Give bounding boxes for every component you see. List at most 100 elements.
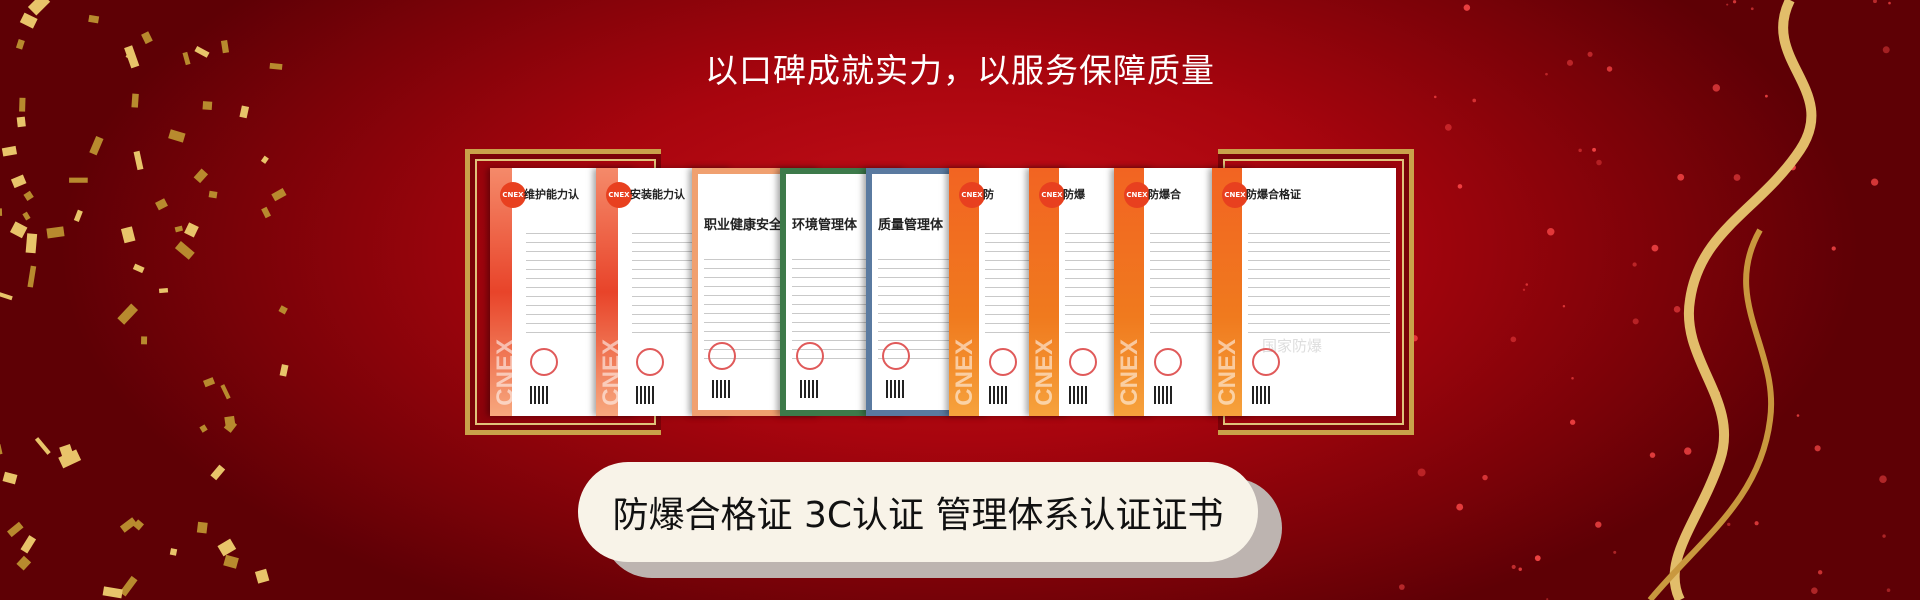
glow-particle [1649, 452, 1656, 458]
confetti-piece [194, 45, 210, 58]
confetti-piece [0, 208, 3, 217]
glow-particle [1592, 147, 1597, 152]
confetti-piece [2, 471, 18, 485]
confetti-piece [0, 292, 13, 301]
certificate-side-band [490, 168, 512, 416]
glow-particle [1482, 474, 1488, 481]
glow-particle [1595, 521, 1602, 528]
caption-pill: 防爆合格证 3C认证 管理体系认证证书 [578, 462, 1258, 562]
certificate-side-band [949, 168, 979, 416]
confetti-piece [133, 150, 144, 171]
confetti-piece [202, 101, 213, 110]
certificate-side-text: CNEX [951, 339, 978, 406]
confetti-piece [239, 105, 250, 119]
confetti-piece [208, 190, 218, 199]
confetti-piece [27, 265, 37, 288]
cnex-logo-icon: CNEX [606, 182, 632, 208]
certificate-title: 职业健康安全管 [704, 218, 796, 233]
confetti-piece [210, 464, 226, 481]
glow-particle [1873, 0, 1877, 4]
certificate-body-text [1248, 228, 1390, 338]
glow-particle [1578, 148, 1582, 153]
certificate-title: 防爆合格证 [1246, 188, 1301, 201]
qr-code-icon [1069, 386, 1087, 404]
confetti-piece [184, 222, 199, 238]
gold-ribbon [1647, 228, 1775, 600]
confetti-piece [220, 40, 230, 54]
confetti-piece [141, 336, 148, 345]
glow-particle [1433, 95, 1437, 99]
qr-code-icon [636, 386, 654, 404]
certificate-title: 防爆合 [1148, 188, 1181, 201]
glow-particle [1870, 178, 1879, 186]
glow-particle [1814, 445, 1821, 452]
glow-particle [1566, 59, 1574, 66]
certificate-side-text: CNEX [1031, 339, 1058, 406]
seal-icon [796, 342, 824, 370]
confetti-piece [132, 519, 145, 531]
glow-particle [1882, 46, 1890, 54]
glow-particle [1518, 567, 1522, 571]
glow-particle [1632, 318, 1639, 325]
glow-particle [1463, 4, 1471, 11]
seal-icon [882, 342, 910, 370]
glow-particle [1651, 244, 1659, 252]
glow-particle [1444, 123, 1452, 131]
glow-particle [1732, 0, 1737, 4]
certificate-watermark: 国家防爆 [1262, 337, 1323, 355]
glow-particle [1765, 94, 1768, 98]
glow-particle [1831, 246, 1836, 251]
seal-icon [530, 348, 558, 376]
qr-code-icon [800, 380, 818, 398]
cnex-logo-icon: CNEX [1039, 182, 1065, 208]
confetti-piece [117, 303, 139, 325]
qr-code-icon [712, 380, 730, 398]
certificate-side-band [596, 168, 618, 416]
confetti-piece [69, 177, 88, 183]
glow-particle [1882, 534, 1886, 538]
certificate-title: 安装能力认 [630, 188, 685, 201]
certificate-side-band [1114, 168, 1144, 416]
confetti-piece [25, 233, 38, 254]
confetti-piece [217, 538, 237, 557]
confetti-piece [9, 221, 28, 239]
confetti-piece [59, 443, 74, 458]
glow-particle [1673, 306, 1681, 313]
confetti-piece [19, 12, 38, 29]
glow-particle [1511, 564, 1516, 569]
confetti-piece [119, 575, 138, 597]
glow-particle [1886, 588, 1891, 592]
confetti-piece [73, 209, 83, 222]
glow-particle [1545, 72, 1548, 76]
glow-particle [1525, 283, 1529, 286]
confetti-piece [174, 225, 184, 233]
confetti-piece [196, 521, 208, 534]
glow-particle [1726, 3, 1729, 6]
confetti-piece [124, 45, 140, 69]
glow-particle [1613, 550, 1617, 554]
certificate-card: CNEX CNEX 防爆合格证 国家防爆 [1212, 168, 1396, 416]
confetti-piece [158, 287, 169, 294]
certificate-title: 维护能力认 [524, 188, 579, 201]
confetti-piece [1, 145, 18, 157]
confetti-piece [34, 437, 51, 455]
glow-particle [1677, 173, 1685, 181]
confetti-piece [131, 93, 139, 108]
glow-particle [1712, 84, 1721, 92]
seal-icon [636, 348, 664, 376]
certificate-side-band [1029, 168, 1059, 416]
confetti-piece [261, 206, 271, 219]
qr-code-icon [1252, 386, 1270, 404]
confetti-piece [174, 241, 195, 260]
glow-particle [1571, 376, 1574, 380]
confetti-piece [10, 174, 27, 189]
confetti-piece [102, 586, 123, 599]
confetti-piece [199, 424, 208, 433]
qr-code-icon [530, 386, 548, 404]
seal-icon [1069, 348, 1097, 376]
glow-particle [1817, 570, 1823, 575]
glow-particle [1399, 584, 1405, 590]
confetti-piece [16, 116, 26, 128]
glow-particle [1684, 447, 1692, 455]
